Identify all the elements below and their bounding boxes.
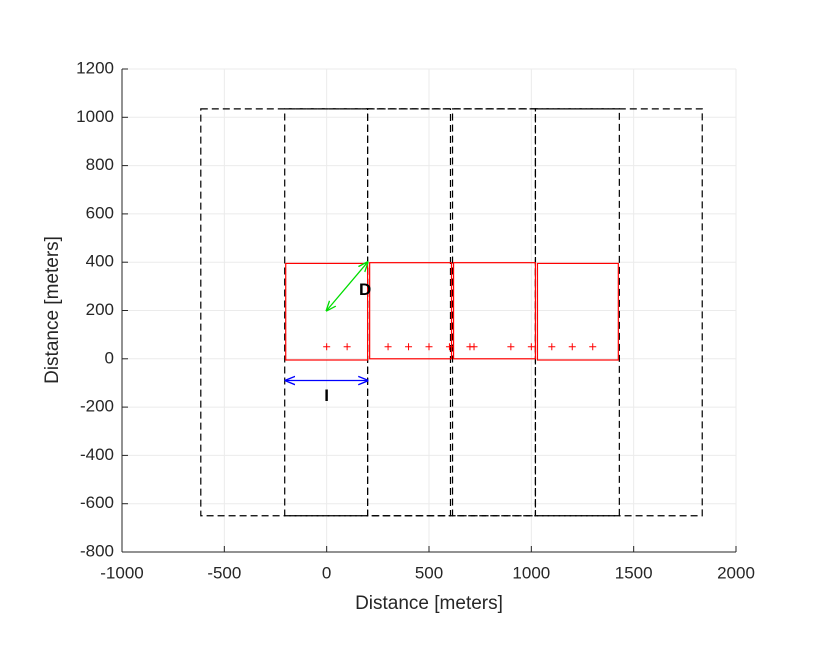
y-tick-label: 800 — [86, 155, 114, 174]
red-rect — [452, 262, 537, 360]
point-marker — [384, 343, 392, 351]
red-rect — [369, 262, 453, 360]
x-tick-label: -500 — [207, 563, 241, 582]
dashed-rect — [534, 108, 620, 517]
y-tick-label: -800 — [80, 541, 114, 560]
point-marker — [568, 343, 576, 351]
point-marker — [343, 343, 351, 351]
y-tick-label: -200 — [80, 397, 114, 416]
x-tick-label: 0 — [322, 563, 331, 582]
y-tick-label: 1200 — [76, 58, 114, 77]
y-tick-label: -600 — [80, 493, 114, 512]
y-tick-label: 0 — [105, 348, 114, 367]
point-marker — [527, 343, 535, 351]
point-marker — [323, 343, 331, 351]
dashed-rect — [200, 108, 703, 517]
y-tick-label: 200 — [86, 300, 114, 319]
y-tick-label: 1000 — [76, 107, 114, 126]
x-tick-label: -1000 — [100, 563, 143, 582]
x-tick-label: 500 — [415, 563, 443, 582]
point-marker — [589, 343, 597, 351]
x-tick-label: 1500 — [615, 563, 653, 582]
y-tick-label: -400 — [80, 445, 114, 464]
y-axis-label: Distance [meters] — [42, 236, 63, 384]
x-tick-label: 1000 — [512, 563, 550, 582]
arrow-label: I — [324, 386, 329, 405]
point-marker — [425, 343, 433, 351]
point-marker — [507, 343, 515, 351]
arrow — [327, 262, 368, 310]
arrow-label: D — [359, 280, 371, 299]
x-tick-label: 2000 — [717, 563, 755, 582]
point-marker — [548, 343, 556, 351]
y-tick-label: 600 — [86, 203, 114, 222]
point-marker — [470, 343, 478, 351]
point-marker — [445, 343, 453, 351]
point-marker — [405, 343, 413, 351]
red-rect — [536, 262, 619, 361]
y-tick-label: 400 — [86, 252, 114, 271]
x-axis-label: Distance [meters] — [355, 593, 503, 614]
